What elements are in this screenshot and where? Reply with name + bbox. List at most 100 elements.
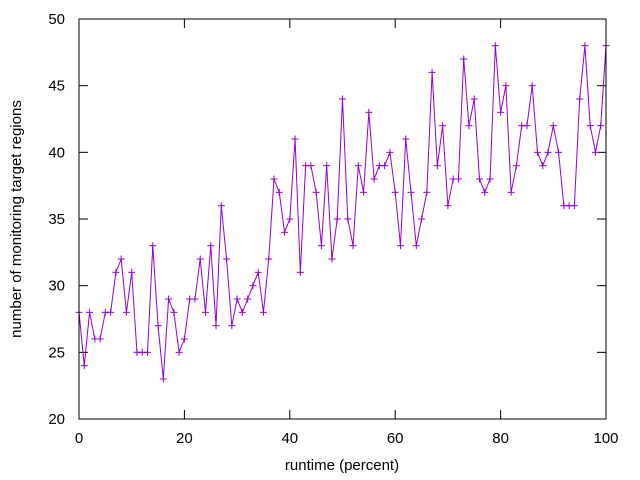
data-point [323, 162, 331, 170]
data-point [328, 255, 336, 263]
data-point [122, 308, 130, 316]
data-point [228, 322, 236, 330]
data-point-markers [75, 42, 610, 383]
data-point [107, 308, 115, 316]
data-point [365, 108, 373, 116]
y-tick-label: 50 [48, 11, 65, 28]
data-point [144, 348, 152, 356]
data-point [265, 255, 273, 263]
data-point [433, 162, 441, 170]
data-point [386, 148, 394, 156]
data-point [407, 188, 415, 196]
data-point [96, 335, 104, 343]
tick-labels: 0 20 40 60 80 100 20 25 30 35 40 45 50 [48, 11, 618, 447]
data-point [528, 82, 536, 90]
data-point [191, 295, 199, 303]
data-point [217, 202, 225, 210]
data-point [544, 148, 552, 156]
data-point [238, 308, 246, 316]
data-point [212, 322, 220, 330]
x-tick-label: 20 [176, 430, 193, 447]
data-point [270, 175, 278, 183]
x-tick-label: 0 [75, 430, 83, 447]
y-tick-label: 45 [48, 78, 65, 95]
data-point [486, 175, 494, 183]
x-tick-label: 80 [492, 430, 509, 447]
data-point [391, 188, 399, 196]
data-point [291, 135, 299, 143]
y-tick-label: 35 [48, 211, 65, 228]
data-point [539, 162, 547, 170]
data-point [470, 95, 478, 103]
data-point [86, 308, 94, 316]
data-point [533, 148, 541, 156]
axis-ticks [78, 18, 607, 420]
data-point [317, 242, 325, 250]
data-point [523, 122, 531, 130]
data-point [154, 322, 162, 330]
data-point [402, 135, 410, 143]
data-point [175, 348, 183, 356]
data-point [502, 82, 510, 90]
data-point [307, 162, 315, 170]
x-tick-label: 60 [387, 430, 404, 447]
data-point [360, 188, 368, 196]
y-tick-label: 40 [48, 144, 65, 161]
data-point [196, 255, 204, 263]
data-point [507, 188, 515, 196]
data-point [128, 268, 136, 276]
x-tick-label: 100 [593, 430, 618, 447]
data-point [223, 255, 231, 263]
data-point [555, 148, 563, 156]
y-axis-label: number of monitoring target regions [8, 100, 25, 338]
data-point [454, 175, 462, 183]
x-tick-label: 40 [281, 430, 298, 447]
y-tick-label: 30 [48, 278, 65, 295]
data-point [170, 308, 178, 316]
data-point [244, 295, 252, 303]
data-point [233, 295, 241, 303]
data-point [286, 215, 294, 223]
data-point [439, 122, 447, 130]
data-point [491, 42, 499, 50]
data-point [423, 188, 431, 196]
data-point [249, 282, 257, 290]
data-point [259, 308, 267, 316]
y-tick-label: 20 [48, 411, 65, 428]
data-point [349, 242, 357, 250]
data-point [201, 308, 209, 316]
data-point [570, 202, 578, 210]
data-point [180, 335, 188, 343]
data-point [512, 162, 520, 170]
data-point [581, 42, 589, 50]
data-point [370, 175, 378, 183]
data-point [159, 375, 167, 383]
data-point [149, 242, 157, 250]
y-tick-label: 25 [48, 344, 65, 361]
data-point [354, 162, 362, 170]
data-point [481, 188, 489, 196]
plot-frame [78, 18, 607, 420]
data-point [112, 268, 120, 276]
data-point [381, 162, 389, 170]
data-point [80, 362, 88, 370]
data-point [312, 188, 320, 196]
data-point [465, 122, 473, 130]
data-point [344, 215, 352, 223]
data-point [296, 268, 304, 276]
data-point [576, 95, 584, 103]
data-point [597, 122, 605, 130]
data-point [396, 242, 404, 250]
data-point [254, 268, 262, 276]
data-point [497, 108, 505, 116]
data-point [207, 242, 215, 250]
data-point [418, 215, 426, 223]
data-point [281, 228, 289, 236]
x-axis-label: runtime (percent) [285, 457, 399, 474]
data-point [460, 55, 468, 63]
data-point [586, 122, 594, 130]
data-point [428, 68, 436, 76]
data-point [333, 215, 341, 223]
data-point [412, 242, 420, 250]
